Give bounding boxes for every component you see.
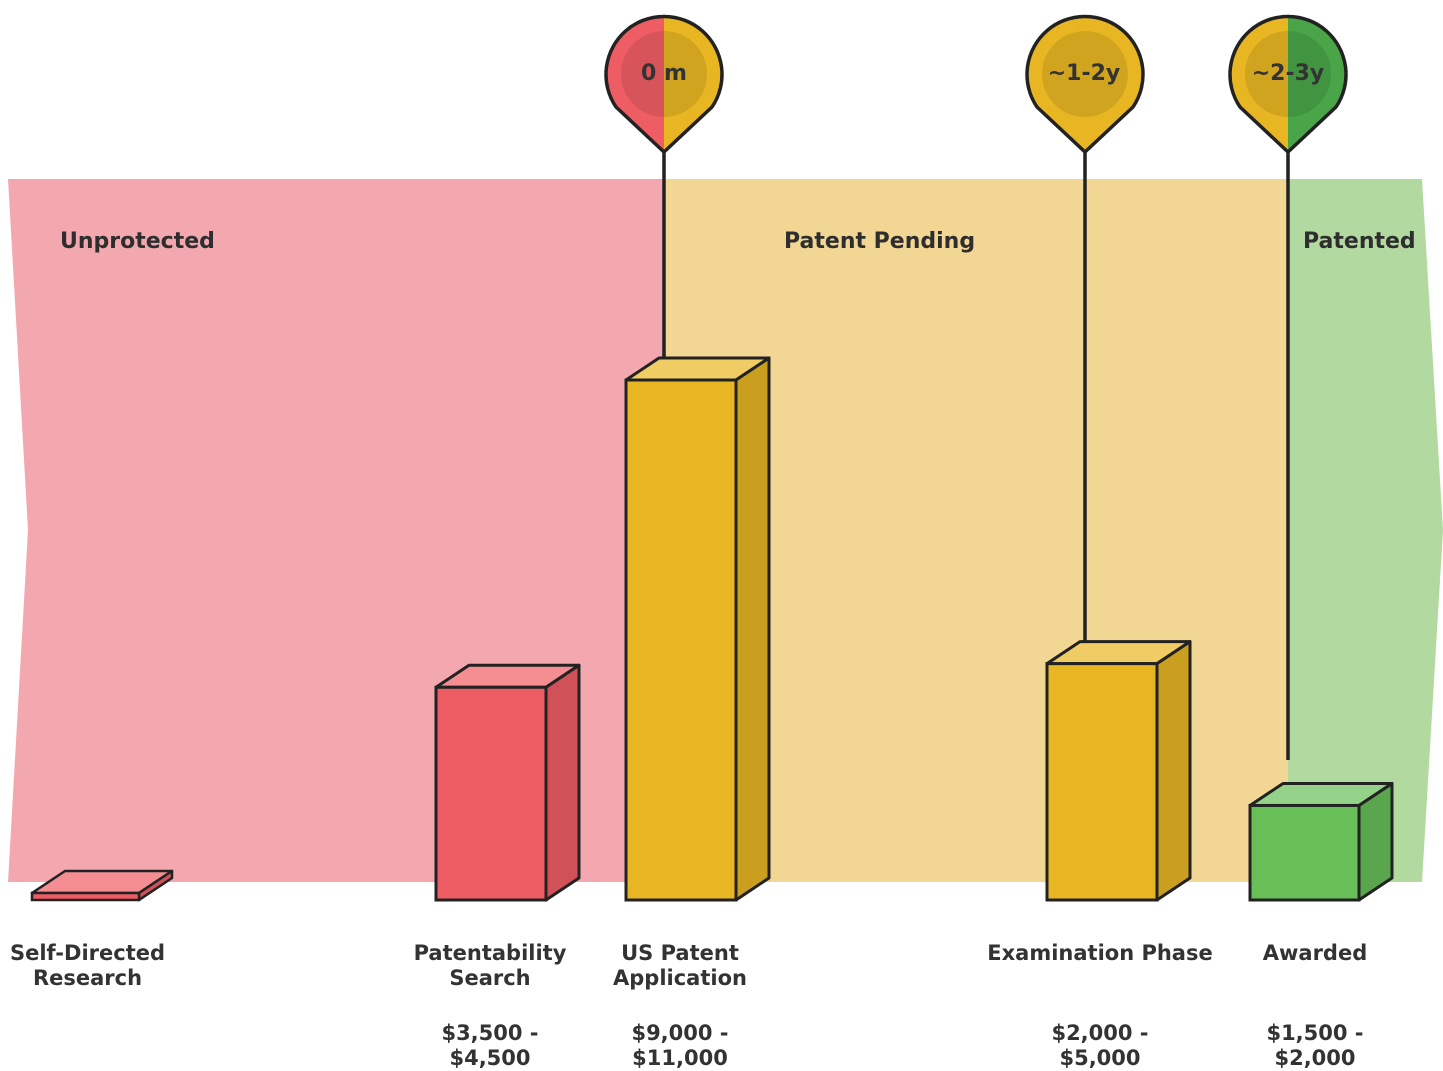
milestone-label: 0 m xyxy=(641,61,687,86)
milestone-pin xyxy=(1228,14,1348,154)
milestone-pin-inner-left xyxy=(1245,31,1288,117)
zone-band xyxy=(1288,179,1443,882)
category-label: Self-Directed Research xyxy=(9,941,166,990)
milestone-pin-inner-right xyxy=(664,31,707,117)
bar xyxy=(1045,640,1192,902)
patent-cost-chart xyxy=(8,14,1443,902)
milestone-pin-inner-right xyxy=(1085,31,1128,117)
bar-front xyxy=(624,378,738,902)
bar xyxy=(30,869,174,902)
bar-side xyxy=(544,663,581,902)
zone-label-patented: Patented xyxy=(1303,229,1416,254)
milestone-label: ~2-3y xyxy=(1251,61,1325,86)
bar-side xyxy=(1357,781,1394,902)
bar xyxy=(624,356,771,902)
category-label: Awarded xyxy=(1262,941,1368,965)
milestone-pin xyxy=(604,14,724,154)
bar-side xyxy=(1155,640,1192,902)
milestone-pin-inner-right xyxy=(1288,31,1331,117)
bar-front xyxy=(1045,662,1159,902)
bar xyxy=(434,663,581,902)
bar-front xyxy=(30,891,141,902)
bars xyxy=(30,356,1394,902)
milestone-pin xyxy=(1025,14,1145,154)
bar-front xyxy=(1248,803,1361,902)
bar-front xyxy=(434,685,548,902)
milestone-pin-inner-left xyxy=(1042,31,1085,117)
category-label: Patentability Search xyxy=(413,941,567,990)
bar xyxy=(1248,781,1394,902)
zone-label-unprotected: Unprotected xyxy=(60,229,215,254)
cost-label: $3,500 - $4,500 xyxy=(441,1021,539,1070)
cost-label: $9,000 - $11,000 xyxy=(631,1021,729,1070)
milestone-pin-outline xyxy=(604,14,724,154)
milestone-pin-outline xyxy=(1228,14,1348,154)
milestone-label: ~1-2y xyxy=(1047,61,1121,86)
zone-label-patent-pending: Patent Pending xyxy=(784,229,976,254)
cost-label: $1,500 - $2,000 xyxy=(1266,1021,1364,1070)
bar-side xyxy=(734,356,771,902)
category-label: Examination Phase xyxy=(987,941,1213,965)
milestone-pin-inner-left xyxy=(621,31,664,117)
milestone-pins xyxy=(604,14,1348,154)
cost-label: $2,000 - $5,000 xyxy=(1051,1021,1149,1070)
milestone-lines xyxy=(662,152,1290,760)
category-label: US Patent Application xyxy=(613,941,747,990)
milestone-pin-outline xyxy=(1025,14,1145,154)
